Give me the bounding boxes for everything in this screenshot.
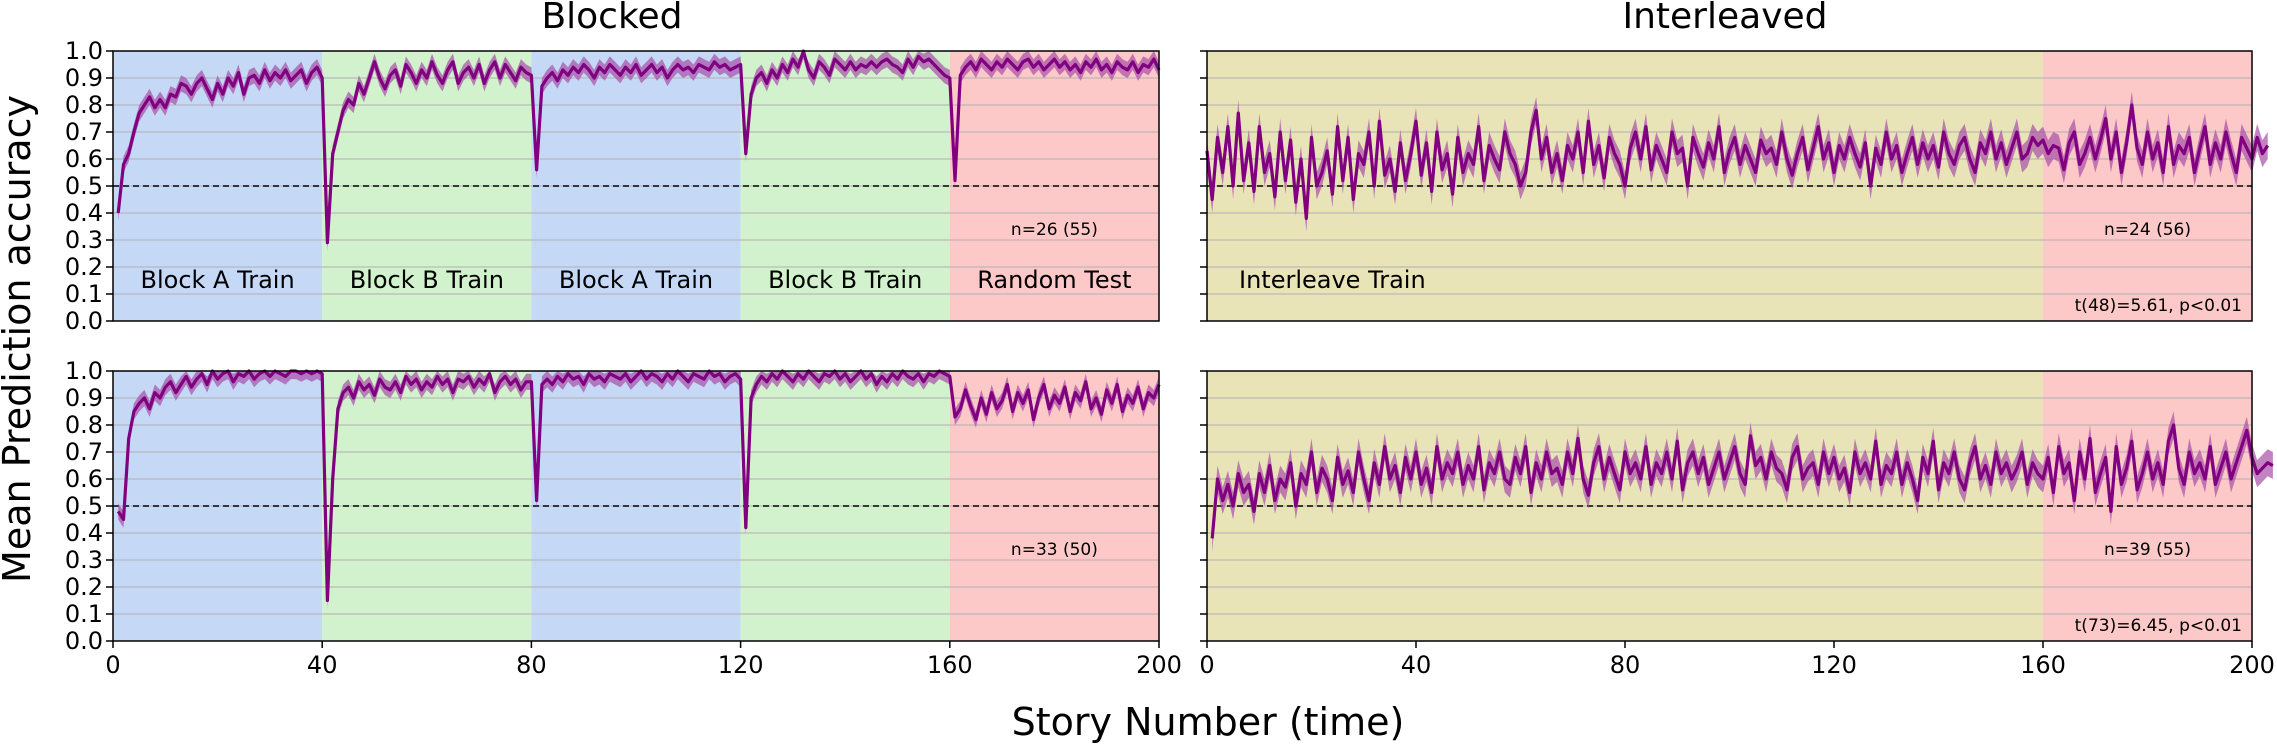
panel-top-interleaved: Interleave Train n=24 (56) t(48)=5.61, p<0…	[1200, 50, 2270, 322]
y-tick-label: 0.5	[65, 492, 103, 520]
annotation-text: t(48)=5.61, p<0.01	[2075, 296, 2242, 316]
x-tick-label: 120	[718, 651, 764, 679]
y-tick-label: 0.1	[65, 600, 103, 628]
annotation-text: n=33 (50)	[1011, 540, 1098, 560]
phase-label: Interleave Train	[1239, 266, 1426, 294]
annotation-text: t(73)=6.45, p<0.01	[2075, 616, 2242, 636]
y-tick-label: 0.3	[65, 546, 103, 574]
x-tick-label: 120	[1811, 651, 1857, 679]
y-tick-label: 0.8	[65, 411, 103, 439]
x-tick-label: 160	[2020, 651, 2066, 679]
y-tick-label: 0.5	[65, 172, 103, 200]
col-title-interleaved: Interleaved	[1622, 0, 1827, 37]
y-tick-label: 0.7	[65, 438, 103, 466]
panels-group: Block A Train Block B Train Block A Train B…	[65, 37, 2275, 679]
y-tick-label: 0.9	[65, 64, 103, 92]
y-tick-label: 0.6	[65, 145, 103, 173]
accuracy-line	[1210, 423, 2274, 539]
x-tick-label: 200	[1136, 651, 1182, 679]
y-axis-label: Mean Prediction accuracy	[0, 95, 39, 583]
y-tick-label: 0.2	[65, 253, 103, 281]
x-tick-label: 0	[105, 651, 120, 679]
x-tick-label: 160	[927, 651, 973, 679]
accuracy-line	[1205, 103, 2270, 220]
panel-bottom-interleaved: n=39 (55) t(73)=6.45, p<0.01 0 40 80 120 160 20…	[1199, 370, 2275, 679]
x-tick-label: 0	[1199, 651, 1214, 679]
phase-label: Random Test	[977, 266, 1131, 294]
error-band	[1207, 91, 2268, 232]
y-tick-label: 1.0	[65, 37, 103, 65]
phase-label: Block A Train	[559, 266, 713, 294]
x-axis-label: Story Number (time)	[1012, 700, 1405, 744]
y-tick-label: 0.7	[65, 118, 103, 146]
y-tick-label: 0.6	[65, 465, 103, 493]
y-tick-label: 0.0	[65, 307, 103, 335]
x-tick-label: 200	[2229, 651, 2275, 679]
x-tick-label: 80	[1610, 651, 1641, 679]
y-tick-label: 1.0	[65, 357, 103, 385]
panel-top-blocked: Block A Train Block B Train Block A Train B…	[65, 37, 1161, 335]
phase-label: Block B Train	[350, 266, 504, 294]
col-title-blocked: Blocked	[541, 0, 682, 37]
y-tick-label: 0.3	[65, 226, 103, 254]
y-tick-label: 0.2	[65, 573, 103, 601]
annotation-text: n=39 (55)	[2104, 540, 2191, 560]
y-tick-label: 0.4	[65, 519, 103, 547]
y-tick-label: 0.8	[65, 91, 103, 119]
annotation-text: n=24 (56)	[2104, 220, 2191, 240]
accuracy-line	[116, 49, 1161, 245]
phase-label: Block B Train	[768, 266, 922, 294]
annotation-text: n=26 (55)	[1011, 220, 1098, 240]
phase-label: Block A Train	[141, 266, 295, 294]
y-tick-label: 0.9	[65, 384, 103, 412]
x-tick-label: 80	[516, 651, 547, 679]
x-tick-label: 40	[307, 651, 338, 679]
panel-bottom-blocked: n=33 (50)0.00.10.20.30.40.50.60.70.80.91…	[65, 357, 1182, 679]
y-tick-label: 0.1	[65, 280, 103, 308]
y-tick-label: 0.4	[65, 199, 103, 227]
x-tick-label: 40	[1401, 651, 1432, 679]
y-tick-label: 0.0	[65, 627, 103, 655]
